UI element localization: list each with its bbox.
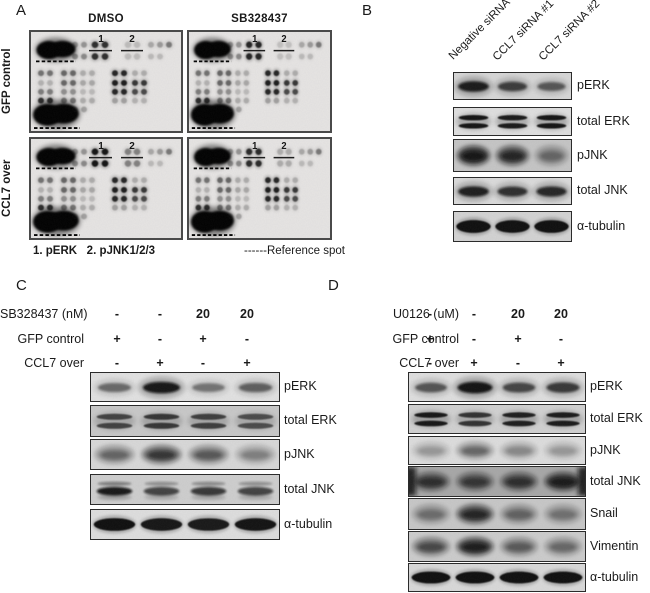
panel-b-blot--tubulin [453, 211, 572, 242]
panel-d-blot-vimentin [408, 531, 586, 562]
blot-label--tubulin: α-tubulin [590, 569, 639, 584]
blot-label-perk: pERK [577, 78, 610, 92]
condition-value-r1-lane4: 20 [554, 307, 568, 321]
condition-value-r2-lane2: - [471, 332, 477, 346]
blot-label--tubulin: α-tubulin [284, 516, 333, 531]
blot-label-pjnk: pJNK [284, 446, 315, 461]
condition-value-r1-lane2: - [471, 307, 477, 321]
condition-value-r1-lane3: 20 [196, 307, 210, 321]
blot-label-snail: Snail [590, 506, 618, 520]
condition-value-r2-lane4: - [244, 332, 250, 346]
condition-value-r3-lane2: + [470, 356, 478, 370]
panel-b-blot-perk [453, 72, 572, 100]
panel-a-column-header-dmso: DMSO [88, 13, 124, 25]
panel-b-letter: B [362, 2, 373, 19]
condition-value-r2-lane1: + [113, 332, 121, 346]
panel-d-blot--tubulin [408, 563, 586, 592]
condition-label-gfp-control: GFP control [17, 332, 84, 346]
panel-a-column-header-sb328437: SB328437 [231, 13, 288, 25]
panel-d-blot-total-jnk [408, 466, 586, 497]
panel-b-blot-total-erk [453, 107, 572, 136]
condition-value-r2-lane1: + [426, 332, 434, 346]
blot-label-total-jnk: total JNK [284, 481, 335, 496]
panel-c-blot--tubulin [90, 509, 280, 540]
condition-value-r2-lane3: + [199, 332, 207, 346]
panel-c-letter: C [16, 277, 28, 294]
panel-d-letter: D [328, 277, 340, 294]
condition-label-sb328437-nm-: SB328437 (nM) [0, 307, 88, 321]
condition-value-r2-lane4: - [558, 332, 564, 346]
condition-value-r3-lane4: + [243, 356, 251, 370]
panel-a-marker-caption: 1. pERK 2. pJNK1/2/3 [33, 245, 156, 257]
blot-label-perk: pERK [284, 379, 317, 393]
condition-label-ccl7-over: CCL7 over [399, 356, 459, 370]
blot-label-perk: pERK [590, 379, 623, 393]
blot-label-pjnk: pJNK [577, 147, 608, 162]
condition-value-r3-lane3: - [515, 356, 521, 370]
blot-label-total-jnk: total JNK [590, 473, 641, 488]
condition-value-r3-lane3: - [200, 356, 206, 370]
condition-value-r3-lane2: + [156, 356, 164, 370]
blot-label-vimentin: Vimentin [590, 538, 639, 553]
condition-label-u0126-um-: U0126 (uM) [393, 307, 459, 321]
panel-c-blot-perk [90, 372, 280, 402]
condition-value-r1-lane3: 20 [511, 307, 525, 321]
condition-value-r2-lane2: - [157, 332, 163, 346]
panel-a-row-header-gfp-control: GFP control [1, 48, 13, 115]
condition-label-ccl7-over: CCL7 over [24, 356, 84, 370]
panel-a-letter: A [16, 2, 27, 19]
panel-c-blot-pjnk [90, 439, 280, 470]
condition-value-r2-lane3: + [514, 332, 522, 346]
panel-d-blot-perk [408, 372, 586, 402]
panel-d-blot-snail [408, 498, 586, 530]
panel-a-reference-spot-caption: ------Reference spot [244, 245, 345, 257]
panel-d-blot-pjnk [408, 436, 586, 465]
condition-value-r1-lane1: - [427, 307, 433, 321]
condition-value-r1-lane4: 20 [240, 307, 254, 321]
panel-b-blot-total-jnk [453, 177, 572, 205]
condition-value-r1-lane1: - [114, 307, 120, 321]
blot-label-total-erk: total ERK [577, 113, 630, 128]
condition-value-r3-lane4: + [557, 356, 565, 370]
condition-label-gfp-control: GFP control [392, 332, 459, 346]
panel-b-blot-pjnk [453, 139, 572, 172]
blot-label-pjnk: pJNK [590, 442, 621, 457]
condition-value-r3-lane1: - [427, 356, 433, 370]
panel-d-blot-total-erk [408, 404, 586, 434]
panel-a-row-header-ccl7-over: CCL7 over [1, 159, 13, 218]
condition-value-r3-lane1: - [114, 356, 120, 370]
blot-label-total-jnk: total JNK [577, 183, 628, 197]
blot-label--tubulin: α-tubulin [577, 218, 626, 233]
panel-c-blot-total-erk [90, 405, 280, 437]
blot-label-total-erk: total ERK [284, 413, 337, 427]
panel-c-blot-total-jnk [90, 474, 280, 505]
condition-value-r1-lane2: - [157, 307, 163, 321]
blot-label-total-erk: total ERK [590, 411, 643, 425]
